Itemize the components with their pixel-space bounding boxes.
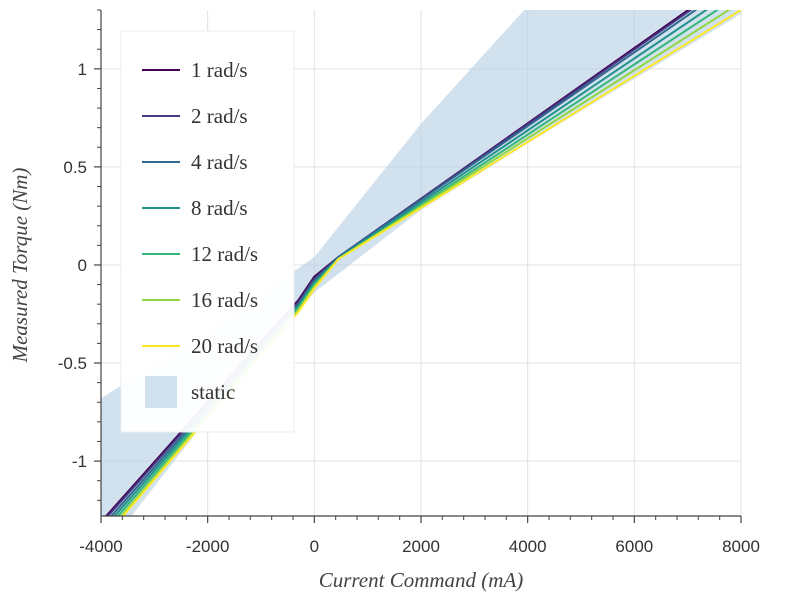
- x-tick-label: 0: [310, 537, 319, 556]
- tick-labels: -4000 -2000 0 2000 4000 6000 8000 -1 -0.5 0 0.5 1: [58, 60, 760, 556]
- legend-label: 16 rad/s: [191, 288, 258, 312]
- y-tick-label: 0: [78, 256, 87, 275]
- legend-label: 8 rad/s: [191, 196, 248, 220]
- x-tick-label: -4000: [79, 537, 122, 556]
- axes: [94, 9, 742, 523]
- y-tick-label: -0.5: [58, 354, 87, 373]
- x-tick-label: 6000: [615, 537, 653, 556]
- legend-label: 4 rad/s: [191, 150, 248, 174]
- x-tick-label: 4000: [509, 537, 547, 556]
- legend: 1 rad/s 2 rad/s 4 rad/s 8 rad/s 12 rad/s 16 r…: [120, 30, 295, 433]
- legend-label-static: static: [191, 380, 235, 404]
- legend-label: 1 rad/s: [191, 58, 248, 82]
- x-tick-label: -2000: [186, 537, 229, 556]
- legend-label: 20 rad/s: [191, 334, 258, 358]
- x-tick-label: 8000: [722, 537, 760, 556]
- y-tick-label: 1: [78, 60, 87, 79]
- legend-box: [120, 30, 295, 433]
- y-axis-label: Measured Torque (Nm): [8, 168, 32, 364]
- legend-swatch-static: [145, 376, 177, 408]
- x-tick-label: 2000: [402, 537, 440, 556]
- legend-label: 12 rad/s: [191, 242, 258, 266]
- y-tick-label: -1: [72, 452, 87, 471]
- x-axis-label: Current Command (mA): [319, 568, 524, 592]
- legend-label: 2 rad/s: [191, 104, 248, 128]
- y-tick-label: 0.5: [63, 158, 87, 177]
